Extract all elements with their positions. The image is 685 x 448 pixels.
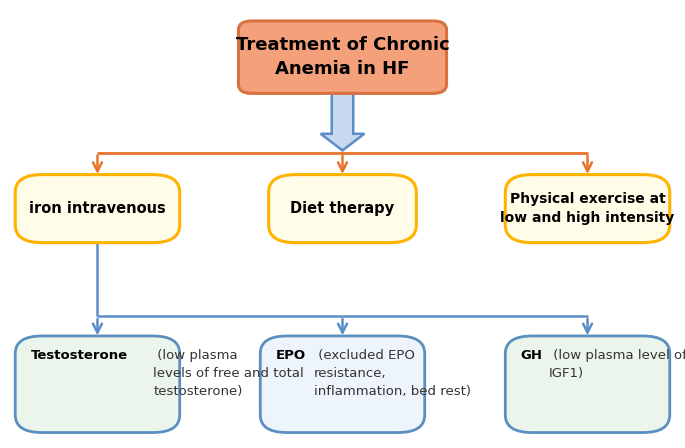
Text: Physical exercise at
low and high intensity: Physical exercise at low and high intens… — [501, 193, 675, 225]
FancyBboxPatch shape — [238, 21, 447, 93]
FancyBboxPatch shape — [506, 336, 670, 433]
Text: Testosterone: Testosterone — [31, 349, 128, 362]
FancyBboxPatch shape — [269, 175, 416, 243]
Text: iron intravenous: iron intravenous — [29, 201, 166, 216]
Polygon shape — [321, 91, 364, 151]
Text: (excluded EPO
resistance,
inflammation, bed rest): (excluded EPO resistance, inflammation, … — [314, 349, 471, 398]
FancyBboxPatch shape — [506, 175, 670, 243]
Text: (low plasma level of
IGF1): (low plasma level of IGF1) — [549, 349, 685, 380]
Text: Diet therapy: Diet therapy — [290, 201, 395, 216]
FancyBboxPatch shape — [15, 175, 179, 243]
Text: (low plasma
levels of free and total
testosterone): (low plasma levels of free and total tes… — [153, 349, 304, 398]
FancyBboxPatch shape — [15, 336, 179, 433]
Text: Treatment of Chronic
Anemia in HF: Treatment of Chronic Anemia in HF — [236, 36, 449, 78]
Text: GH: GH — [521, 349, 543, 362]
FancyBboxPatch shape — [260, 336, 425, 433]
Text: EPO: EPO — [275, 349, 306, 362]
